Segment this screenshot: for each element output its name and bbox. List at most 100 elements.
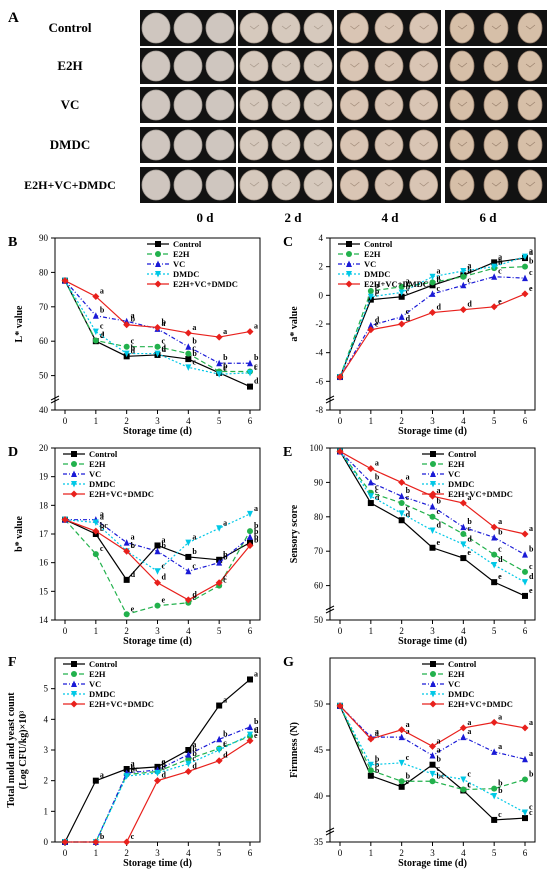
y-tick-label: 50: [39, 371, 49, 381]
series-point: [490, 523, 498, 531]
slice-photo: [141, 12, 171, 44]
series-point: [154, 343, 161, 350]
x-tick-label: 5: [217, 416, 222, 426]
y-axis-label: b* value: [14, 516, 25, 552]
x-tick-label: 3: [430, 626, 435, 636]
series-point: [430, 661, 436, 667]
series-point: [123, 321, 131, 329]
slice-photo: [303, 50, 333, 82]
series-point: [185, 756, 192, 763]
significance-letter: d: [162, 573, 167, 582]
series-point: [184, 329, 192, 337]
series-point: [490, 303, 498, 311]
slice-center-mark: [491, 62, 502, 68]
slice-photo: [449, 129, 475, 161]
series-point: [247, 528, 253, 535]
significance-letter: a: [162, 535, 166, 544]
x-axis-label: Storage time (d): [398, 858, 467, 869]
significance-letter: b: [498, 786, 503, 795]
significance-letter: a: [498, 742, 502, 751]
significance-letter: bc: [131, 765, 139, 774]
series-point: [154, 350, 161, 358]
significance-letter: b: [375, 766, 380, 775]
series-point: [247, 676, 253, 683]
slice-photo: [409, 129, 439, 161]
significance-letter: a: [437, 267, 441, 276]
axis-break-mark: [325, 605, 335, 611]
x-tick-label: 6: [523, 626, 528, 636]
significance-letter: c: [375, 486, 379, 495]
series-point: [398, 783, 405, 790]
slice-center-mark: [281, 24, 292, 30]
significance-letter: c: [223, 573, 227, 582]
significance-letter: a: [437, 486, 441, 495]
significance-letter: a: [467, 718, 471, 727]
x-tick-label: 5: [492, 416, 497, 426]
series-point: [247, 383, 253, 390]
series-point: [154, 602, 161, 609]
series-point: [490, 718, 498, 726]
significance-letter: d: [131, 346, 136, 355]
significance-letter: c: [406, 753, 410, 762]
y-tick-label: 50: [314, 615, 324, 625]
x-tick-label: 6: [248, 626, 253, 636]
series-point: [522, 274, 528, 282]
significance-letter: d: [131, 570, 136, 579]
significance-letter: a: [131, 533, 135, 542]
x-axis-label: Storage time (d): [123, 636, 192, 647]
significance-letter: a: [406, 720, 410, 729]
series-point: [123, 766, 130, 773]
chart-c-panel: C -8 -6 -4 -2 0 2 4 0 1 2 3 4 5 6 Storage time (d) a* va…: [275, 228, 550, 438]
significance-letter: c: [162, 561, 166, 570]
significance-letter: d: [406, 510, 411, 519]
series-point: [429, 544, 436, 551]
significance-letter: a: [437, 736, 441, 745]
significance-letter: b: [162, 317, 167, 326]
panel-a-svg: A Control E2H VC DMDC E2H+VC+DMDC 0 d 2 d 4 d 6 d: [8, 10, 547, 225]
slice-center-mark: [281, 141, 292, 147]
series-point: [491, 259, 498, 266]
series-point: [398, 517, 405, 524]
series-point: [216, 371, 223, 378]
significance-letter: e: [254, 731, 258, 740]
significance-letter: b: [162, 761, 167, 770]
slice-photo: [271, 169, 301, 201]
y-tick-label: -6: [316, 376, 324, 386]
significance-letter: e: [467, 548, 471, 557]
slice-photo: [141, 89, 171, 121]
series-point: [367, 288, 374, 295]
series-point: [336, 702, 344, 710]
y-tick-label: 100: [310, 443, 324, 453]
significance-letter: c: [223, 576, 227, 585]
y-tick-label: 80: [314, 512, 324, 522]
x-tick-label: 1: [369, 626, 374, 636]
slice-photo: [239, 129, 269, 161]
significance-letter: d: [375, 315, 380, 324]
significance-letter: c: [131, 337, 135, 346]
x-tick-label: 0: [63, 416, 68, 426]
series-point: [71, 691, 77, 698]
significance-letter: c: [498, 810, 502, 819]
significance-letter: e: [529, 586, 533, 595]
significance-letter: a: [375, 459, 379, 468]
significance-letter: c: [131, 832, 135, 841]
legend-label: Control: [89, 659, 118, 669]
y-tick-label: 90: [39, 233, 49, 243]
y-axis-label-group: Firmness (N): [289, 722, 300, 778]
y-tick-label: 4: [44, 714, 49, 724]
slice-center-mark: [313, 24, 324, 30]
slice-center-mark: [457, 24, 468, 30]
series-point: [155, 260, 161, 267]
slice-center-mark: [350, 62, 360, 68]
series-point: [123, 539, 130, 546]
significance-letter: d: [467, 534, 472, 543]
slice-photo: [141, 129, 171, 161]
significance-letter: a: [131, 759, 135, 768]
series-point: [429, 502, 436, 510]
significance-letter: c: [254, 725, 258, 734]
series-point: [247, 359, 253, 367]
chart-e: E 50 60 70 80 90 100 0 1 2 3 4 5 6 Storage time (d) Sen…: [283, 443, 536, 647]
legend-label: VC: [173, 259, 185, 269]
series-point: [459, 724, 467, 732]
series-point: [61, 277, 69, 285]
